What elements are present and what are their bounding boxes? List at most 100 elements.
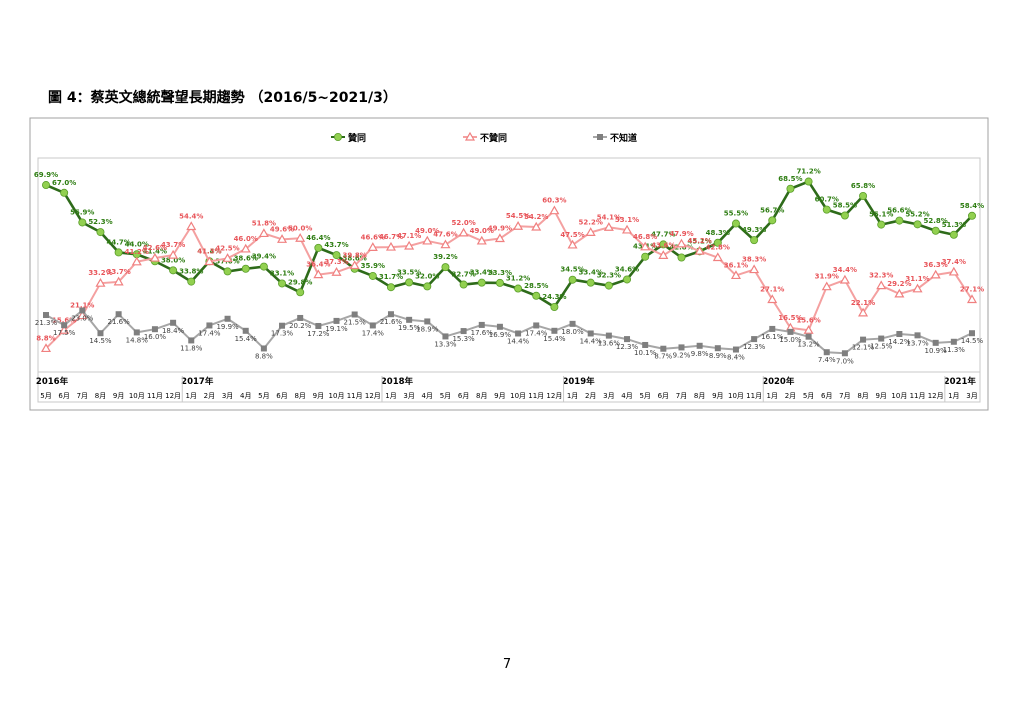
data-label: 8.8%	[36, 334, 55, 342]
marker	[914, 332, 921, 339]
data-label: 31.2%	[506, 275, 530, 283]
data-label: 12.3%	[616, 343, 639, 351]
data-label: 14.5%	[961, 337, 984, 345]
data-label: 16.1%	[761, 333, 784, 341]
year-label: 2018年	[381, 376, 414, 387]
data-label: 28.5%	[524, 282, 548, 290]
marker	[405, 278, 414, 287]
marker	[932, 339, 939, 346]
marker	[423, 282, 432, 291]
data-label: 36.3%	[924, 261, 948, 269]
data-label: 65.8%	[851, 182, 875, 190]
data-label: 27.1%	[960, 286, 984, 294]
marker	[295, 233, 306, 242]
x-tick-label: 9月	[875, 392, 886, 400]
data-label: 17.5%	[53, 329, 76, 337]
marker	[640, 241, 651, 251]
marker	[731, 219, 740, 228]
marker	[696, 342, 703, 349]
year-label: 2017年	[181, 376, 214, 387]
marker	[206, 322, 213, 329]
data-label: 49.0%	[470, 227, 494, 235]
data-label: 17.4%	[362, 329, 385, 337]
series-line	[45, 309, 973, 355]
data-label: 34.5%	[560, 266, 584, 274]
data-label: 15.4%	[543, 335, 566, 343]
marker	[568, 275, 577, 284]
marker	[858, 307, 869, 317]
marker	[151, 326, 158, 333]
marker	[859, 191, 868, 200]
marker	[597, 134, 603, 140]
marker	[460, 328, 467, 335]
marker	[821, 281, 832, 291]
marker	[222, 253, 233, 262]
marker	[604, 281, 613, 290]
data-label: 39.4%	[252, 253, 276, 261]
marker	[624, 336, 631, 343]
marker	[713, 238, 722, 247]
marker	[133, 329, 140, 336]
x-tick-label: 12月	[365, 392, 381, 400]
legend-label: 不知道	[610, 132, 637, 144]
year-label: 2016年	[36, 376, 69, 387]
marker	[258, 228, 269, 238]
x-tick-label: 10月	[329, 392, 345, 400]
x-tick-label: 10月	[891, 392, 907, 400]
data-label: 48.3%	[706, 229, 730, 237]
data-label: 32.7%	[451, 271, 475, 279]
data-label: 47.9%	[669, 230, 693, 238]
data-label: 29.8%	[288, 278, 312, 286]
marker	[841, 350, 848, 357]
data-label: 52.3%	[88, 218, 112, 226]
marker	[404, 240, 415, 250]
data-label: 41.4%	[143, 247, 167, 255]
marker	[351, 311, 358, 318]
marker	[169, 266, 178, 275]
marker	[678, 344, 685, 351]
series-line	[45, 180, 973, 309]
x-tick-label: 9月	[313, 392, 324, 400]
data-label: 14.8%	[126, 336, 149, 344]
marker	[586, 278, 595, 287]
data-label: 9.2%	[673, 351, 691, 359]
marker	[259, 262, 268, 271]
data-label: 8.7%	[654, 353, 672, 361]
data-label: 49.9%	[488, 225, 512, 233]
marker	[930, 269, 941, 279]
marker	[551, 327, 558, 334]
x-axis-box	[37, 371, 981, 403]
data-label: 9.8%	[691, 350, 709, 358]
data-label: 47.1%	[397, 232, 421, 240]
marker	[368, 271, 377, 280]
marker	[587, 330, 594, 337]
series-line	[45, 209, 973, 350]
data-label: 15.6%	[52, 316, 76, 324]
marker	[912, 283, 923, 293]
marker	[187, 277, 196, 286]
data-label: 33.8%	[179, 268, 203, 276]
data-label: 21.5%	[344, 318, 367, 326]
x-tick-label: 12月	[165, 392, 181, 400]
data-label: 31.9%	[815, 273, 839, 281]
x-tick-label: 5月	[258, 392, 269, 400]
data-label: 52.0%	[451, 219, 475, 227]
marker	[424, 318, 431, 325]
data-label: 46.0%	[234, 235, 258, 243]
marker	[170, 319, 177, 326]
x-tick-label: 3月	[966, 392, 977, 400]
data-label: 34.4%	[833, 266, 857, 274]
marker	[805, 333, 812, 340]
marker	[642, 341, 649, 348]
marker	[532, 291, 541, 300]
data-label: 33.2%	[88, 269, 112, 277]
marker	[513, 221, 524, 230]
marker	[603, 222, 614, 231]
data-label: 21.1%	[70, 302, 94, 310]
data-label: 55.1%	[869, 211, 893, 219]
data-label: 60.7%	[815, 196, 839, 204]
data-label: 50.0%	[288, 224, 312, 232]
data-label: 33.3%	[488, 269, 512, 277]
data-label: 41.3%	[197, 248, 221, 256]
